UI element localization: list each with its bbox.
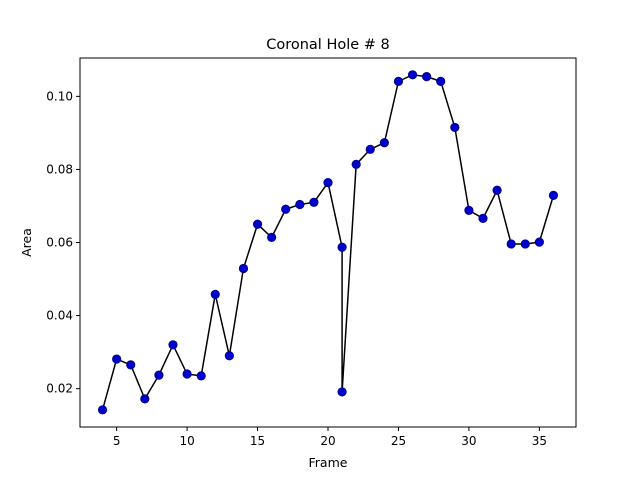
y-tick-label: 0.08 [46,162,73,176]
data-point [154,370,164,380]
data-point [224,351,234,361]
data-point [281,204,291,214]
data-point [506,239,516,249]
data-point [337,242,347,252]
data-point [393,76,404,86]
data-point [323,177,333,188]
data-point [168,340,178,350]
x-tick-label: 5 [113,434,121,448]
data-point [351,159,361,169]
series-marker-layer [97,70,559,415]
data-point [182,369,192,379]
plot-area [80,58,576,427]
y-tick-label: 0.10 [46,89,73,103]
y-tick-label: 0.04 [46,309,73,323]
data-point [97,405,108,415]
data-point [379,138,389,148]
data-point [407,70,418,80]
y-tick-label: 0.06 [46,236,73,250]
x-tick-label: 35 [532,434,547,448]
data-point [126,360,136,370]
data-point [210,289,220,299]
y-axis-ticks: 0.02 0.04 0.06 0.08 0.10 [46,89,80,396]
x-axis-label: Frame [309,455,348,470]
data-point [450,122,460,133]
data-point [140,394,150,404]
x-tick-label: 25 [391,434,406,448]
data-point [436,76,446,86]
y-axis-label: Area [19,228,34,257]
series-line-layer [101,74,555,411]
data-point [337,387,347,397]
data-point [112,354,122,364]
data-point [492,185,502,195]
x-tick-label: 30 [461,434,476,448]
data-point [520,239,530,249]
data-point [267,232,277,242]
data-point [295,199,305,210]
data-point [534,237,544,247]
data-point [548,190,559,200]
chart-title: Coronal Hole # 8 [266,37,390,53]
data-point [365,144,375,154]
data-point [309,197,319,207]
x-tick-label: 15 [250,434,265,448]
x-tick-label: 10 [179,434,194,448]
data-point [478,213,488,223]
y-tick-label: 0.02 [46,382,73,396]
x-axis-ticks: 5 10 15 20 25 30 35 [113,427,547,448]
data-point [238,263,249,274]
x-tick-label: 20 [320,434,335,448]
data-point [464,205,474,215]
data-point [252,219,263,229]
data-point [196,371,206,381]
data-point [422,72,432,82]
series-line [101,74,555,411]
